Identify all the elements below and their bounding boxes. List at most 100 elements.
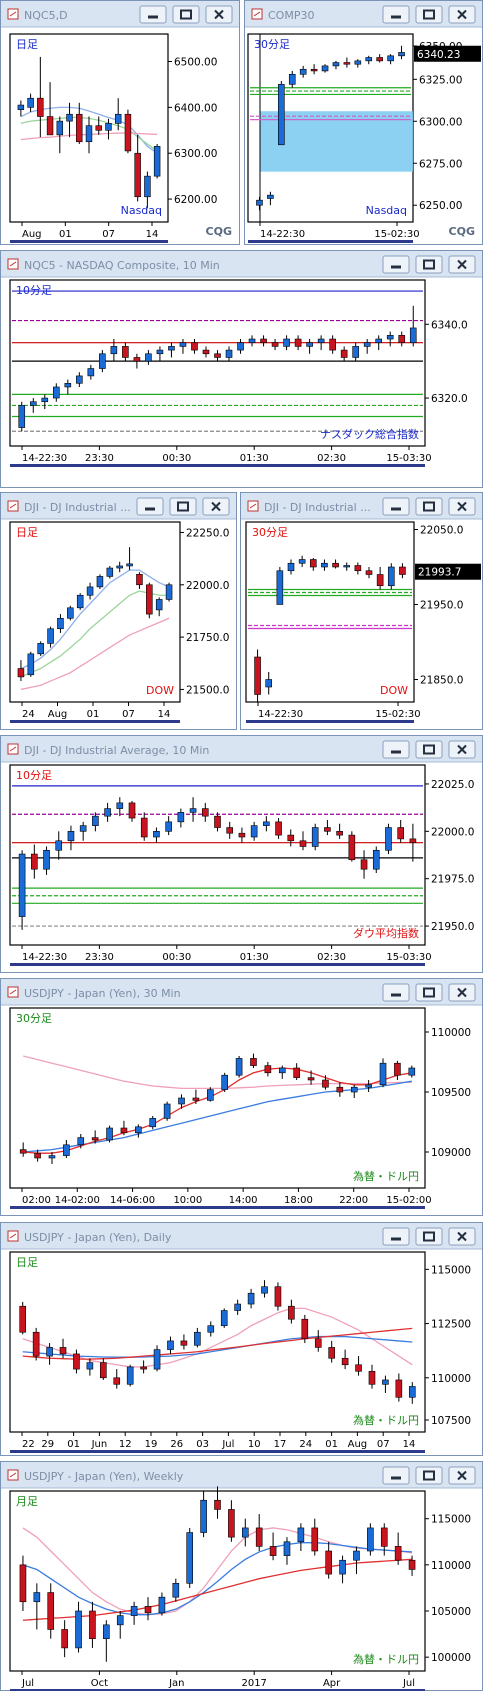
y-tick-label: 112500	[431, 1319, 471, 1331]
candle	[130, 1601, 138, 1625]
time-scrollbar[interactable]	[10, 963, 425, 966]
minimize-button[interactable]	[382, 255, 410, 274]
y-tick-label: 22000.0	[431, 826, 474, 838]
maximize-button[interactable]	[415, 740, 443, 759]
candle	[37, 641, 44, 656]
close-button[interactable]	[448, 5, 476, 24]
minimize-button[interactable]	[382, 983, 410, 1002]
candle	[365, 55, 373, 65]
chart-interval-label: 10分足	[16, 769, 52, 782]
candle	[250, 1053, 257, 1068]
time-scrollbar[interactable]	[248, 240, 413, 243]
candle	[237, 339, 244, 354]
candle	[133, 353, 141, 369]
time-scrollbar[interactable]	[10, 720, 180, 723]
candle	[89, 1601, 96, 1648]
maximize-button[interactable]	[415, 497, 443, 516]
candle	[17, 660, 25, 682]
candle	[365, 1080, 372, 1092]
minimize-button[interactable]	[382, 5, 410, 24]
minimize-icon	[391, 265, 401, 269]
candle	[73, 1349, 80, 1374]
candle	[122, 342, 129, 362]
candle	[85, 116, 93, 154]
candle	[283, 335, 290, 351]
candle	[153, 144, 161, 179]
candle	[297, 1523, 305, 1551]
maximize-button[interactable]	[415, 5, 443, 24]
chart-legend-label: 為替・ドル円	[353, 1169, 419, 1183]
y-axis: 22250.0 22000.0 21750.0 21500.0	[180, 527, 229, 696]
x-tick-label: 14:00	[229, 1195, 258, 1206]
close-icon	[457, 1231, 467, 1242]
candle	[332, 559, 339, 569]
window-titlebar[interactable]	[1, 493, 236, 519]
chart-window-4: DJI - DJ Industrial ... 日足 DOW 22250.0 22000…	[0, 492, 237, 730]
close-button[interactable]	[202, 497, 230, 516]
time-scrollbar[interactable]	[10, 240, 168, 243]
x-tick-label: 00:30	[162, 453, 191, 464]
candle	[386, 331, 394, 347]
maximize-icon	[423, 501, 435, 512]
maximize-button[interactable]	[415, 983, 443, 1002]
x-tick-label: 14	[403, 1439, 416, 1450]
candle	[235, 1056, 243, 1078]
close-button[interactable]	[448, 983, 476, 1002]
x-tick-label: Aug	[22, 229, 42, 240]
candle	[376, 567, 384, 590]
chart-legend-label: DOW	[146, 684, 174, 697]
x-tick-label: 22:00	[339, 1195, 368, 1206]
candle	[61, 1620, 68, 1658]
candle	[288, 70, 296, 88]
candle	[128, 801, 136, 822]
window-icon	[7, 986, 19, 998]
candle	[52, 383, 60, 402]
close-button[interactable]	[448, 1466, 476, 1485]
last-price-value: 21993.7	[418, 567, 461, 579]
time-scrollbar[interactable]	[10, 1450, 425, 1453]
candle	[134, 134, 141, 202]
minimize-icon	[391, 750, 401, 754]
maximize-button[interactable]	[172, 5, 200, 24]
candle	[287, 559, 295, 575]
candle	[86, 582, 94, 600]
time-scrollbar[interactable]	[10, 1206, 425, 1209]
candle	[67, 825, 75, 851]
y-axis: 6340.0 6320.0	[425, 319, 468, 405]
minimize-button[interactable]	[382, 1466, 410, 1485]
candle	[380, 1523, 388, 1556]
chart-interval-label: 日足	[16, 1256, 38, 1269]
candle	[55, 831, 63, 860]
candle	[283, 1537, 291, 1565]
candle	[276, 567, 284, 605]
candle	[360, 850, 368, 879]
time-scrollbar[interactable]	[10, 464, 425, 467]
moving-average-3	[23, 1067, 412, 1154]
minimize-button[interactable]	[139, 5, 167, 24]
minimize-button[interactable]	[136, 497, 164, 516]
last-price-value: 6340.23	[417, 49, 460, 61]
minimize-button[interactable]	[382, 497, 410, 516]
x-tick-label: Jul	[402, 1678, 415, 1689]
minimize-button[interactable]	[382, 1227, 410, 1246]
close-button[interactable]	[448, 497, 476, 516]
close-button[interactable]	[205, 5, 233, 24]
candle	[248, 335, 256, 347]
maximize-button[interactable]	[415, 1466, 443, 1485]
x-tick-label: 02:30	[317, 453, 346, 464]
close-button[interactable]	[448, 740, 476, 759]
close-button[interactable]	[448, 255, 476, 274]
candle	[135, 1124, 142, 1138]
y-tick-label: 21950.0	[431, 921, 474, 933]
close-button[interactable]	[448, 1227, 476, 1246]
chart-legend-label: DOW	[380, 684, 408, 697]
maximize-button[interactable]	[169, 497, 197, 516]
x-tick-label: 18:00	[284, 1195, 313, 1206]
time-scrollbar[interactable]	[246, 720, 414, 723]
maximize-button[interactable]	[415, 1227, 443, 1246]
maximize-button[interactable]	[415, 255, 443, 274]
candle	[178, 1094, 185, 1109]
minimize-button[interactable]	[382, 740, 410, 759]
candle	[18, 850, 26, 930]
